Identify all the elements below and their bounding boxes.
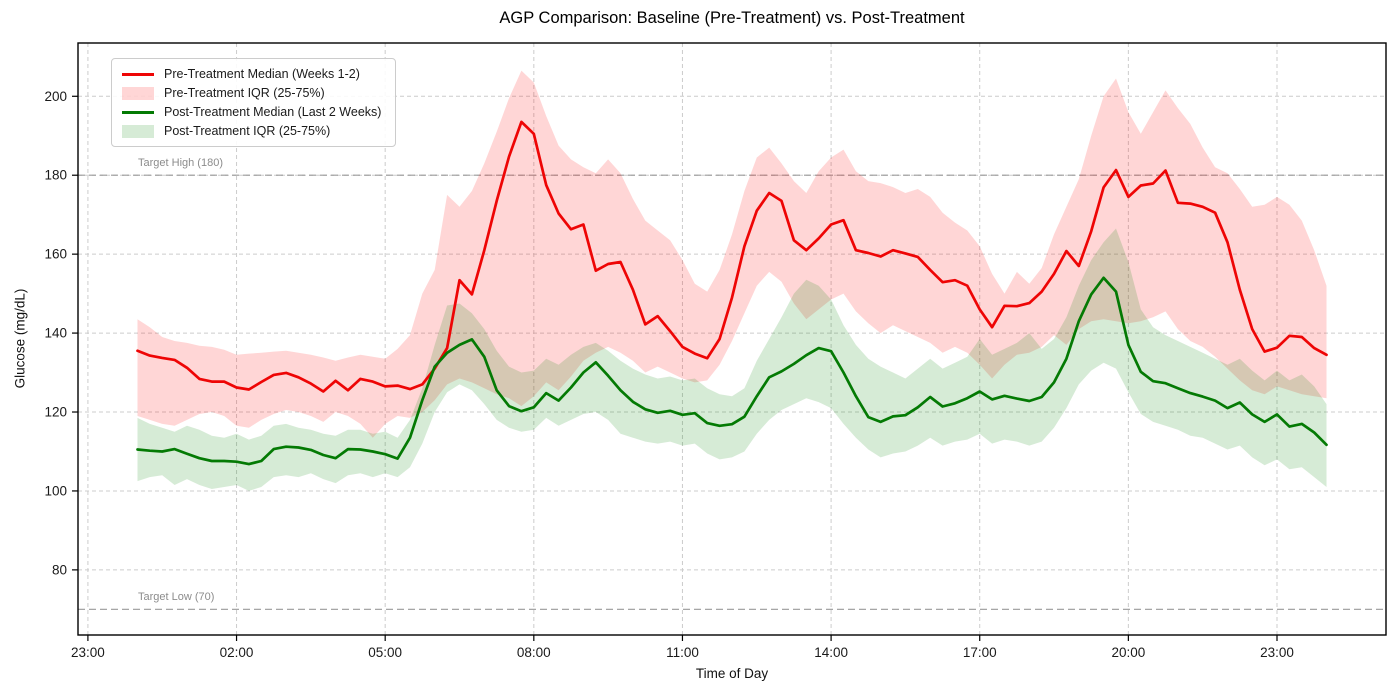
y-tick-label: 80 bbox=[52, 562, 67, 577]
target-low-annotation: Target Low (70) bbox=[138, 591, 215, 603]
x-tick-label: 05:00 bbox=[368, 645, 402, 660]
y-tick-label: 120 bbox=[44, 405, 67, 420]
y-tick-label: 140 bbox=[44, 326, 67, 341]
legend-label: Pre-Treatment Median (Weeks 1-2) bbox=[164, 67, 360, 81]
x-tick-label: 11:00 bbox=[666, 645, 699, 660]
legend-label: Post-Treatment Median (Last 2 Weeks) bbox=[164, 105, 382, 119]
target-high-annotation: Target High (180) bbox=[138, 157, 223, 169]
legend-item-pre-median: Pre-Treatment Median (Weeks 1-2) bbox=[122, 67, 381, 81]
y-tick-label: 100 bbox=[44, 483, 67, 498]
legend-label: Pre-Treatment IQR (25-75%) bbox=[164, 86, 325, 100]
pre-median-line bbox=[136, 120, 1328, 393]
x-tick-label: 14:00 bbox=[814, 645, 848, 660]
plot-border bbox=[77, 42, 1387, 636]
post-iqr-band bbox=[137, 228, 1327, 491]
x-axis-label: Time of Day bbox=[695, 666, 769, 681]
y-tick-label: 180 bbox=[44, 168, 67, 183]
legend: Pre-Treatment Median (Weeks 1-2) Pre-Tre… bbox=[111, 58, 397, 147]
legend-item-pre-iqr: Pre-Treatment IQR (25-75%) bbox=[122, 86, 381, 100]
x-tick-label: 02:00 bbox=[220, 645, 254, 660]
legend-label: Post-Treatment IQR (25-75%) bbox=[164, 124, 331, 138]
y-tick-label: 200 bbox=[44, 89, 67, 104]
legend-item-post-median: Post-Treatment Median (Last 2 Weeks) bbox=[122, 105, 381, 119]
y-tick-label: 160 bbox=[44, 247, 67, 262]
x-tick-label: 17:00 bbox=[963, 645, 997, 660]
pre-iqr-band bbox=[137, 70, 1327, 438]
pre-median-line-swatch bbox=[122, 72, 154, 76]
x-tick-label: 23:00 bbox=[1260, 645, 1294, 660]
x-tick-label: 23:00 bbox=[71, 645, 105, 660]
x-tick-label: 08:00 bbox=[517, 645, 551, 660]
post-median-line-swatch bbox=[122, 110, 154, 114]
post-iqr-patch-swatch bbox=[122, 124, 154, 138]
x-tick-label: 20:00 bbox=[1111, 645, 1145, 660]
post-median-line bbox=[136, 276, 1328, 466]
pre-iqr-patch-swatch bbox=[122, 86, 154, 100]
legend-item-post-iqr: Post-Treatment IQR (25-75%) bbox=[122, 124, 381, 138]
chart-title: AGP Comparison: Baseline (Pre-Treatment)… bbox=[499, 9, 965, 27]
